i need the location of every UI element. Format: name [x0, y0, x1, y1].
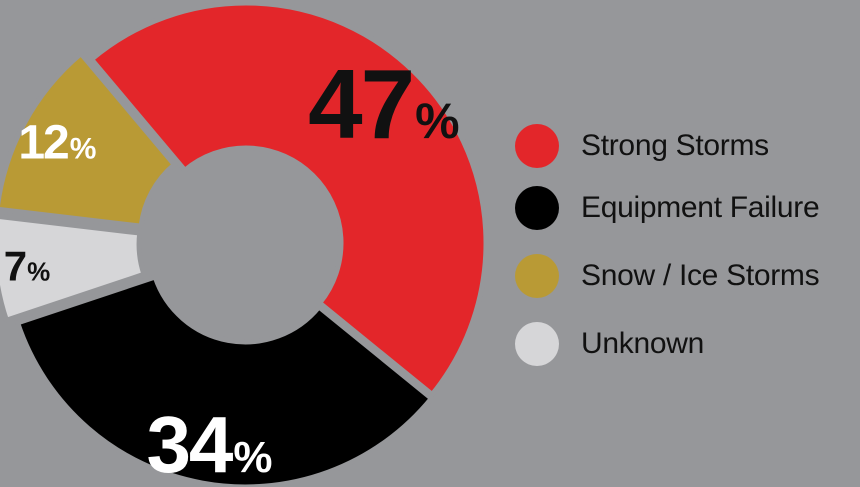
legend-item-snow-ice-storms: Snow / Ice Storms	[515, 242, 820, 310]
data-label-strong-storms: 47%	[308, 49, 459, 159]
legend-swatch-snow-ice-storms	[515, 254, 559, 298]
donut-slice-unknown	[0, 214, 148, 324]
donut-slice-snow-ice-storms	[0, 50, 178, 229]
legend-label: Unknown	[581, 327, 704, 360]
legend-swatch-unknown	[515, 322, 559, 366]
data-label-unknown: 7%	[4, 243, 50, 290]
legend-label: Equipment Failure	[581, 191, 820, 224]
legend-swatch-equipment-failure	[515, 186, 559, 230]
legend-item-strong-storms: Strong Storms	[515, 118, 819, 174]
legend-item-unknown: Unknown	[515, 310, 819, 378]
donut-slice-strong-storms	[88, 0, 489, 399]
donut-chart: 47% 34% 7% 12%	[0, 0, 489, 487]
legend: Strong Storms Equipment Failure Snow / I…	[515, 118, 820, 378]
legend-label: Strong Storms	[581, 129, 769, 162]
data-label-snow-ice-storms: 12%	[18, 117, 96, 170]
legend-item-equipment-failure: Equipment Failure	[515, 174, 820, 242]
donut-slice-equipment-failure	[14, 273, 435, 487]
data-label-equipment-failure: 34%	[146, 400, 272, 487]
legend-swatch-strong-storms	[515, 124, 559, 168]
legend-label: Snow / Ice Storms	[581, 259, 820, 292]
